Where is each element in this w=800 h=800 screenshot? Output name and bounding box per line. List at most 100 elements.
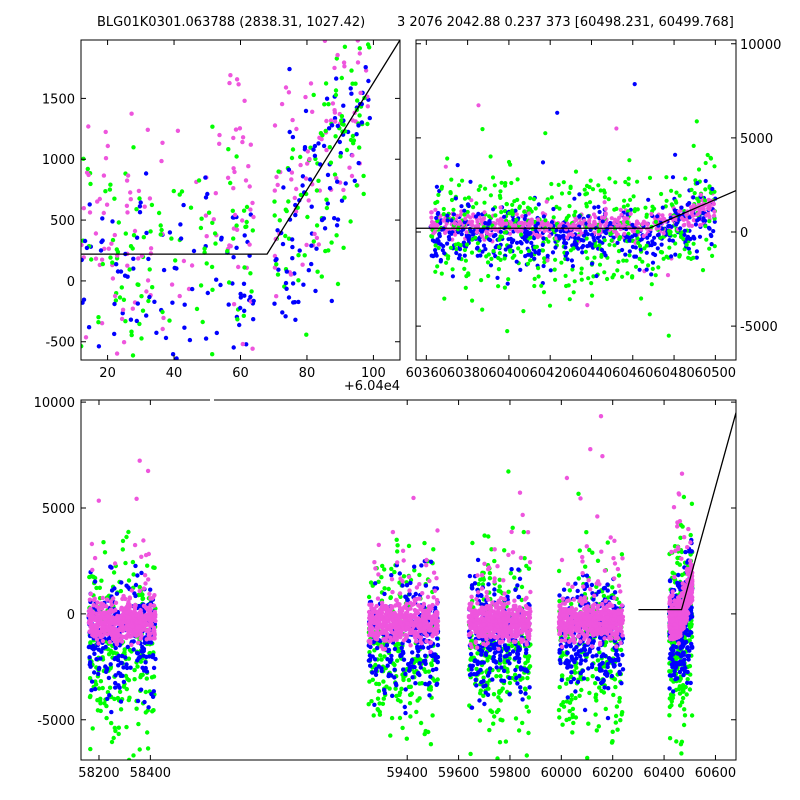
- data-point: [87, 644, 92, 649]
- data-point: [111, 650, 117, 655]
- data-point: [101, 173, 107, 178]
- data-point: [406, 543, 412, 549]
- data-point: [149, 202, 155, 208]
- data-point: [377, 701, 382, 706]
- data-point: [660, 213, 665, 218]
- data-point: [286, 199, 291, 204]
- data-point: [712, 209, 717, 214]
- data-point: [540, 211, 546, 216]
- data-point: [289, 177, 294, 182]
- data-point: [125, 173, 131, 178]
- data-point: [701, 216, 706, 221]
- data-point: [128, 317, 134, 322]
- data-point: [198, 225, 204, 231]
- data-point: [557, 593, 562, 598]
- data-point: [115, 657, 121, 663]
- data-point: [487, 647, 493, 653]
- data-point: [524, 229, 529, 234]
- data-point: [694, 119, 699, 124]
- data-point: [379, 668, 384, 674]
- data-point: [518, 685, 523, 690]
- data-point: [515, 583, 520, 588]
- data-point: [517, 204, 523, 209]
- data-point: [244, 342, 249, 347]
- data-point: [116, 663, 121, 668]
- data-point: [189, 263, 195, 268]
- data-point: [112, 696, 117, 702]
- data-point: [332, 116, 338, 121]
- data-point: [81, 344, 84, 349]
- data-point: [609, 673, 615, 679]
- data-point: [272, 199, 277, 204]
- data-point: [617, 671, 623, 676]
- data-point: [627, 238, 632, 243]
- data-point: [250, 200, 255, 206]
- data-point: [493, 660, 499, 665]
- data-point: [664, 175, 669, 180]
- data-point: [433, 248, 438, 253]
- data-point: [199, 216, 204, 221]
- data-point: [104, 715, 109, 721]
- data-point: [590, 654, 595, 659]
- data-point: [309, 261, 314, 267]
- data-point: [520, 697, 525, 702]
- data-point: [505, 281, 510, 286]
- data-point: [569, 656, 575, 661]
- chart-title-right: 3 2076 2042.88 0.237 373 [60498.231, 604…: [397, 15, 734, 30]
- data-point: [669, 646, 674, 652]
- data-point: [615, 240, 620, 245]
- data-point: [398, 699, 403, 704]
- data-point: [98, 698, 103, 704]
- data-point: [210, 124, 215, 129]
- data-point: [688, 680, 693, 686]
- data-point: [569, 232, 574, 237]
- data-point: [504, 221, 509, 226]
- data-point: [248, 142, 253, 147]
- data-point: [583, 249, 589, 254]
- data-point: [94, 585, 99, 591]
- data-point: [524, 239, 530, 244]
- data-point: [575, 679, 581, 685]
- data-point: [462, 247, 467, 253]
- data-point: [142, 699, 147, 705]
- data-point: [611, 220, 616, 226]
- data-point: [393, 686, 398, 691]
- data-point: [580, 221, 585, 226]
- data-point: [581, 238, 586, 243]
- data-point: [682, 713, 688, 718]
- data-point: [121, 665, 126, 670]
- data-point: [304, 242, 309, 248]
- data-point: [564, 241, 569, 246]
- data-point: [288, 272, 294, 277]
- data-point: [428, 559, 434, 564]
- data-point: [417, 661, 422, 666]
- data-point: [577, 693, 582, 698]
- data-point: [561, 180, 566, 185]
- data-point: [153, 656, 158, 662]
- data-point: [310, 109, 315, 115]
- data-point: [174, 356, 179, 360]
- data-point: [400, 649, 406, 654]
- data-point: [617, 662, 623, 667]
- data-point: [147, 591, 152, 597]
- data-point: [698, 223, 703, 228]
- data-point: [107, 639, 112, 645]
- data-point: [507, 225, 512, 230]
- data-point: [138, 675, 143, 680]
- data-point: [697, 210, 702, 215]
- y-tick-label: -500: [45, 336, 75, 351]
- data-point: [251, 214, 256, 220]
- data-point: [152, 299, 157, 304]
- data-point: [296, 253, 301, 258]
- data-point: [488, 263, 494, 268]
- data-point: [436, 192, 441, 197]
- data-point: [612, 243, 617, 248]
- data-point: [540, 160, 546, 165]
- data-point: [312, 143, 318, 149]
- data-point: [379, 762, 383, 766]
- data-point: [100, 646, 106, 651]
- data-point: [96, 315, 101, 320]
- data-point: [617, 699, 622, 704]
- data-point: [553, 245, 558, 250]
- data-point: [481, 678, 486, 684]
